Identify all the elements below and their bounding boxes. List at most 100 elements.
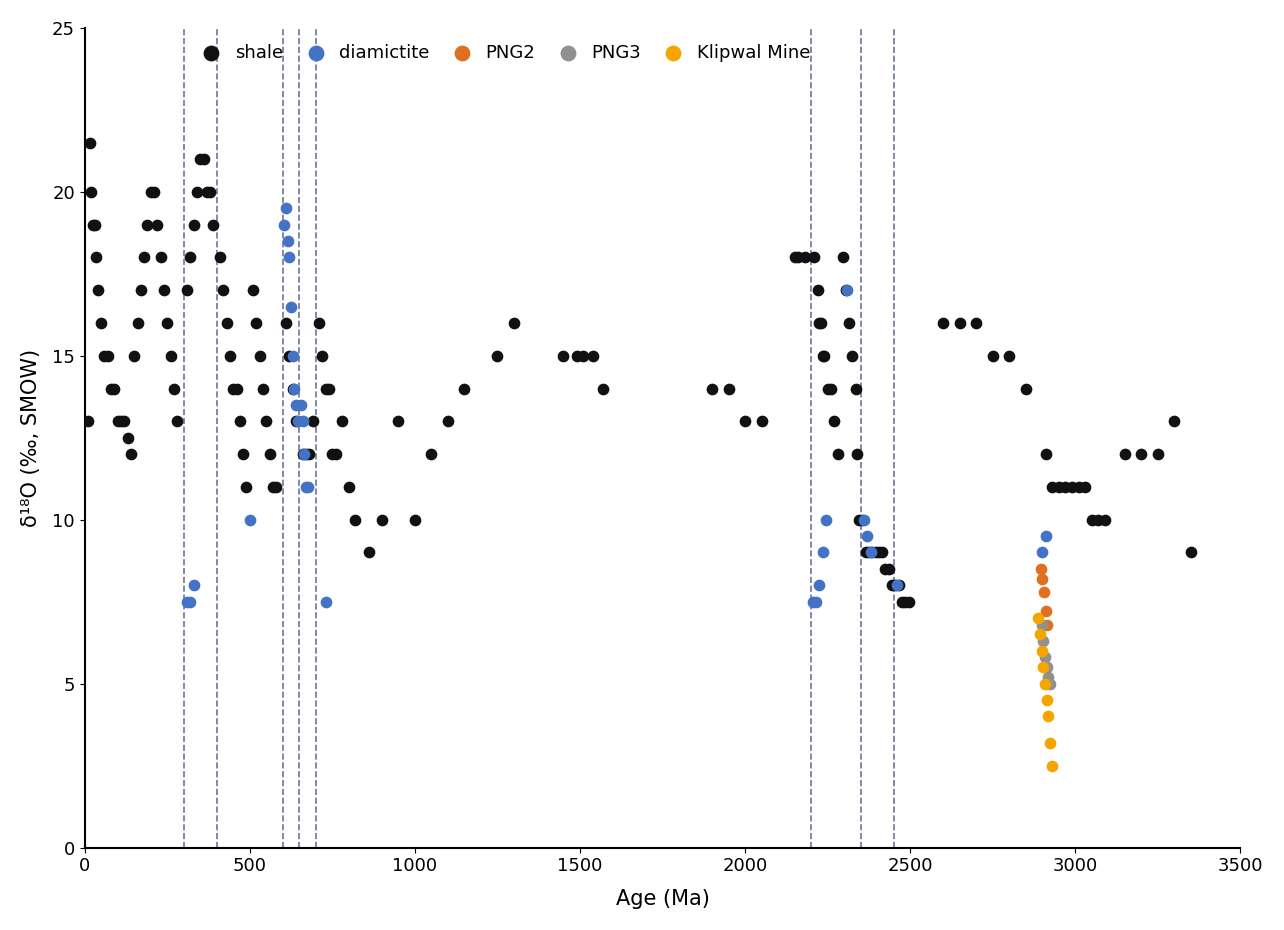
shale (808, 283, 828, 298)
shale (91, 315, 112, 330)
shale (810, 315, 831, 330)
shale (209, 250, 230, 265)
shale (1016, 381, 1036, 396)
shale (286, 414, 307, 429)
Klipwal Mine (1031, 644, 1052, 658)
shale (108, 414, 128, 429)
shale (256, 414, 276, 429)
shale (325, 446, 345, 461)
shale (1115, 446, 1135, 461)
PNG3 (1040, 676, 1061, 691)
shale (836, 283, 856, 298)
shale (114, 414, 135, 429)
shale (148, 217, 168, 232)
diamictite (295, 480, 316, 495)
diamictite (279, 250, 299, 265)
shale (213, 283, 234, 298)
diamictite (288, 414, 308, 429)
X-axis label: Age (Ma): Age (Ma) (615, 889, 710, 910)
shale (236, 480, 257, 495)
shale (85, 217, 105, 232)
diamictite (802, 594, 823, 609)
shale (160, 348, 181, 363)
PNG3 (1037, 670, 1058, 684)
shale (889, 578, 909, 592)
shale (1081, 512, 1102, 527)
PNG3 (1036, 659, 1057, 674)
shale (180, 250, 200, 265)
shale (196, 184, 217, 199)
shale (312, 348, 333, 363)
Klipwal Mine (1030, 627, 1050, 642)
shale (144, 184, 164, 199)
shale (421, 446, 442, 461)
shale (853, 512, 873, 527)
shale (404, 512, 425, 527)
shale (203, 217, 223, 232)
diamictite (316, 594, 336, 609)
diamictite (298, 480, 318, 495)
shale (503, 315, 524, 330)
shale (125, 348, 145, 363)
Klipwal Mine (1037, 709, 1058, 724)
shale (186, 184, 207, 199)
shale (194, 152, 214, 166)
Y-axis label: δ¹⁸O (‰, SMOW): δ¹⁸O (‰, SMOW) (21, 349, 41, 526)
shale (487, 348, 507, 363)
shale (80, 135, 100, 150)
shale (318, 381, 339, 396)
shale (226, 381, 247, 396)
diamictite (837, 283, 858, 298)
diamictite (275, 217, 295, 232)
shale (266, 480, 286, 495)
shale (702, 381, 723, 396)
PNG2 (1030, 562, 1050, 577)
PNG2 (1035, 604, 1055, 619)
Klipwal Mine (1034, 659, 1054, 674)
shale (104, 381, 125, 396)
shale (1068, 480, 1089, 495)
shale (295, 446, 316, 461)
shale (163, 381, 184, 396)
shale (98, 348, 118, 363)
shale (795, 250, 815, 265)
shale (868, 545, 889, 560)
shale (1131, 446, 1152, 461)
Klipwal Mine (1040, 736, 1061, 751)
shale (1035, 446, 1055, 461)
shale (137, 217, 158, 232)
shale (117, 431, 137, 445)
shale (872, 545, 892, 560)
shale (438, 414, 458, 429)
shale (279, 348, 299, 363)
shale (184, 217, 204, 232)
shale (200, 184, 221, 199)
Legend: shale, diamictite, PNG2, PNG3, Klipwal Mine: shale, diamictite, PNG2, PNG3, Klipwal M… (186, 37, 818, 70)
diamictite (813, 545, 833, 560)
shale (859, 545, 880, 560)
diamictite (180, 594, 200, 609)
shale (847, 446, 868, 461)
diamictite (806, 594, 827, 609)
shale (232, 446, 253, 461)
shale (804, 250, 824, 265)
shale (885, 578, 905, 592)
shale (167, 414, 187, 429)
shale (78, 414, 99, 429)
shale (1049, 480, 1070, 495)
diamictite (281, 299, 302, 314)
shale (899, 594, 919, 609)
shale (177, 283, 198, 298)
shale (827, 446, 847, 461)
shale (333, 414, 353, 429)
shale (876, 562, 896, 577)
shale (832, 250, 853, 265)
shale (82, 217, 103, 232)
diamictite (293, 414, 313, 429)
shale (820, 381, 841, 396)
shale (322, 446, 343, 461)
shale (134, 250, 154, 265)
shale (276, 315, 297, 330)
shale (263, 480, 284, 495)
PNG2 (1037, 618, 1058, 632)
